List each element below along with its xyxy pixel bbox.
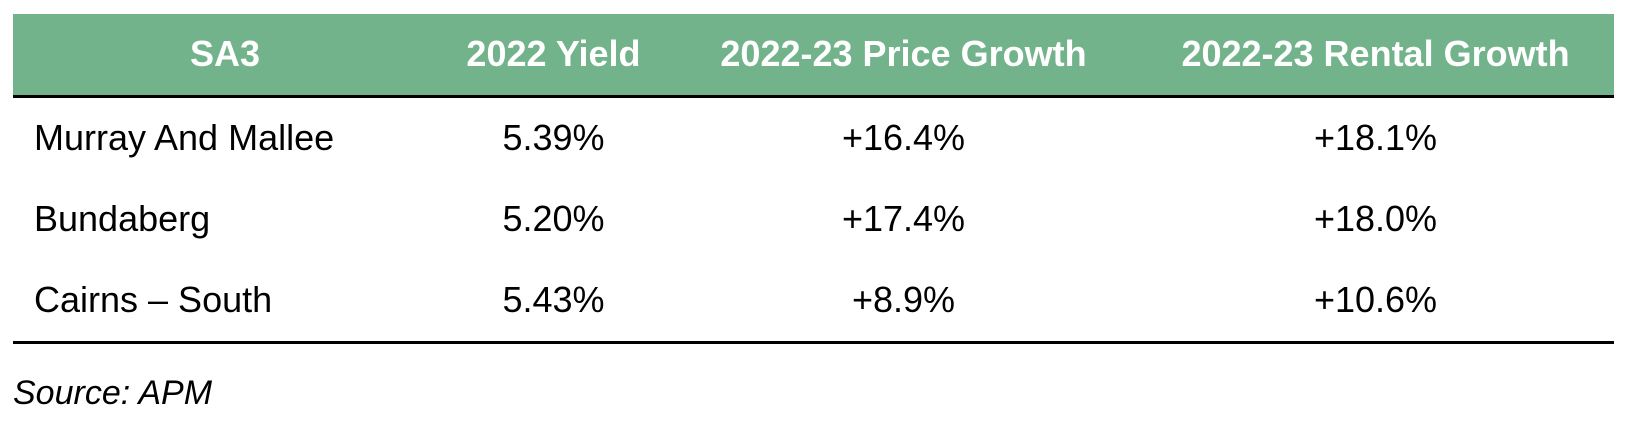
data-table-container: SA3 2022 Yield 2022-23 Price Growth 2022… — [13, 14, 1614, 344]
table-body: Murray And Mallee 5.39% +16.4% +18.1% Bu… — [13, 96, 1614, 344]
cell-price-growth: +16.4% — [841, 117, 966, 158]
cell-sa3: Cairns – South — [13, 259, 437, 344]
cell-rental-growth: +18.1% — [1313, 117, 1438, 158]
data-table: SA3 2022 Yield 2022-23 Price Growth 2022… — [13, 14, 1614, 344]
cell-rental-growth: +10.6% — [1137, 259, 1614, 344]
header-rental-growth: 2022-23 Rental Growth — [1137, 14, 1614, 98]
cell-sa3: Murray And Mallee — [34, 117, 335, 158]
cell-yield: 5.39% — [502, 117, 605, 158]
cell-rental-growth: +18.0% — [1313, 198, 1438, 239]
header-price-growth: 2022-23 Price Growth — [670, 14, 1137, 98]
cell-yield: 5.43% — [437, 259, 670, 344]
table-header: SA3 2022 Yield 2022-23 Price Growth 2022… — [13, 14, 1614, 98]
cell-yield: 5.20% — [502, 198, 605, 239]
table-row: Murray And Mallee 5.39% +16.4% +18.1% — [13, 96, 1614, 179]
header-sa3: SA3 — [13, 14, 437, 98]
cell-price-growth: +17.4% — [841, 198, 966, 239]
cell-price-growth: +8.9% — [670, 259, 1137, 344]
table-row: Cairns – South 5.43% +8.9% +10.6% — [13, 259, 1614, 344]
header-yield: 2022 Yield — [437, 14, 670, 98]
table-row: Bundaberg 5.20% +17.4% +18.0% — [13, 179, 1614, 260]
cell-sa3: Bundaberg — [34, 198, 211, 239]
header-row: SA3 2022 Yield 2022-23 Price Growth 2022… — [13, 14, 1614, 98]
source-note: Source: APM — [13, 374, 213, 412]
